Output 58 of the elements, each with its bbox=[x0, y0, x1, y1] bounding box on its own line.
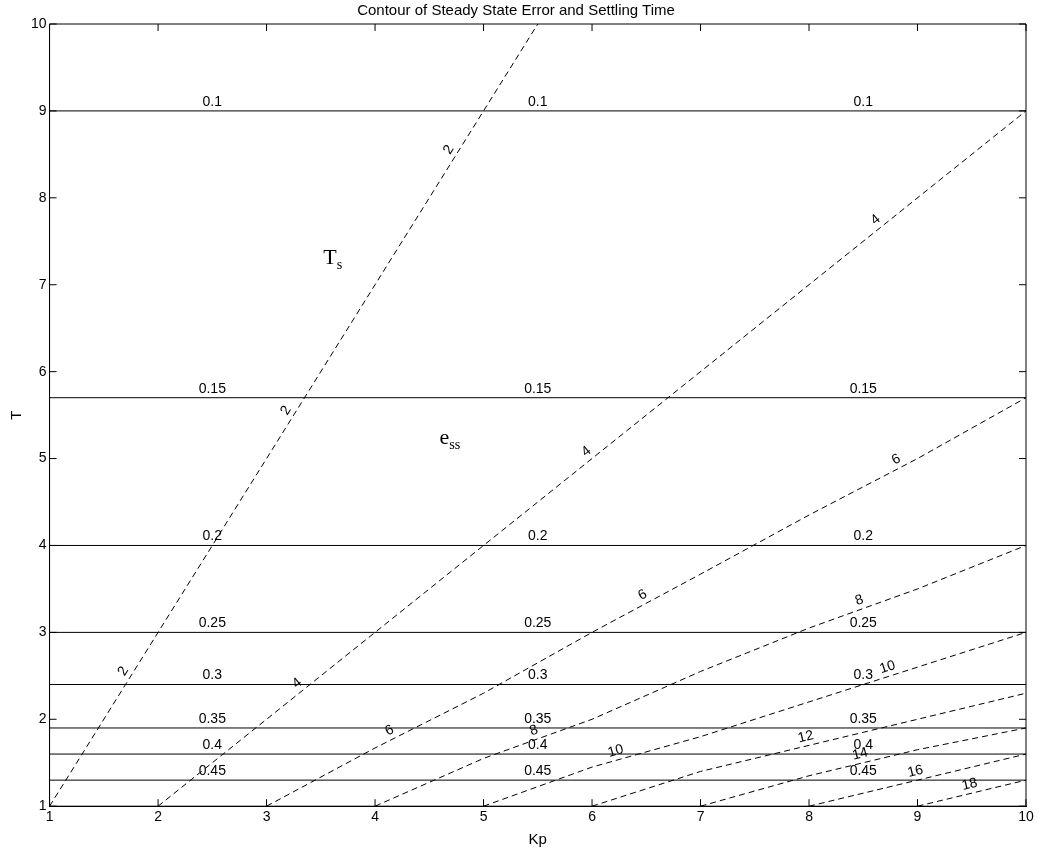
text: 0.2 bbox=[853, 527, 873, 544]
y-tick-label: 7 bbox=[38, 275, 47, 292]
y-tick-label: 1 bbox=[38, 797, 47, 814]
text: 0.45 bbox=[849, 761, 877, 778]
text: 0.25 bbox=[524, 614, 552, 631]
text: 0.15 bbox=[524, 379, 552, 396]
series-label: 0.3 bbox=[202, 666, 223, 683]
text: 8 bbox=[852, 590, 866, 609]
text: 0.2 bbox=[528, 527, 548, 544]
text: 0.3 bbox=[853, 666, 873, 683]
x-tick-label: 5 bbox=[479, 808, 488, 825]
y-tick-label: 9 bbox=[38, 101, 47, 118]
series-label: 0.15 bbox=[198, 379, 227, 396]
x-tick-label: 4 bbox=[371, 808, 380, 825]
x-tick-label: 6 bbox=[588, 808, 597, 825]
x-tick-label: 7 bbox=[696, 808, 705, 825]
text: 0.25 bbox=[849, 614, 877, 631]
series-label: 0.25 bbox=[198, 614, 227, 631]
x-axis-title: Kp bbox=[528, 830, 547, 848]
series-label: 0.45 bbox=[198, 761, 227, 778]
chart-title: Contour of Steady State Error and Settling Time bbox=[357, 1, 675, 19]
series-label: 0.2 bbox=[202, 527, 223, 544]
y-tick-label: 5 bbox=[38, 449, 47, 466]
text: 0.15 bbox=[849, 379, 877, 396]
x-tick-label: 10 bbox=[1018, 808, 1034, 825]
text: 6 bbox=[634, 585, 650, 603]
x-tick-label: 3 bbox=[262, 808, 271, 825]
y-axis-title: T bbox=[7, 410, 25, 420]
x-tick-label: 2 bbox=[154, 808, 163, 825]
text: 4 bbox=[866, 210, 884, 228]
y-tick-label: 3 bbox=[38, 623, 47, 640]
series-label: 0.35 bbox=[198, 709, 227, 726]
y-tick-label: 4 bbox=[38, 536, 47, 553]
text: 6 bbox=[381, 720, 397, 739]
series-label: 0.1 bbox=[202, 92, 223, 109]
y-tick-label: 2 bbox=[38, 710, 47, 727]
text: 0.1 bbox=[853, 92, 873, 109]
text: 10 bbox=[605, 740, 626, 760]
x-tick-label: 8 bbox=[805, 808, 814, 825]
text: 16 bbox=[905, 760, 925, 780]
text: 0.1 bbox=[528, 92, 548, 109]
text: 2 bbox=[438, 141, 457, 157]
text: 18 bbox=[959, 773, 980, 793]
y-tick-label: 10 bbox=[30, 14, 47, 31]
text: 12 bbox=[796, 726, 816, 746]
series-label: 0.4 bbox=[202, 735, 223, 752]
text: 0.4 bbox=[528, 735, 548, 752]
x-tick-label: 9 bbox=[913, 808, 922, 825]
text: 0.3 bbox=[528, 666, 548, 683]
text: 4 bbox=[577, 441, 594, 460]
y-tick-label: 8 bbox=[38, 188, 47, 205]
text: 0.45 bbox=[524, 761, 552, 778]
text: 2 bbox=[113, 662, 132, 678]
text: 6 bbox=[888, 449, 903, 468]
text: 10 bbox=[877, 656, 898, 677]
text: 2 bbox=[276, 402, 294, 418]
text: 0.35 bbox=[849, 709, 877, 726]
y-tick-label: 6 bbox=[38, 362, 47, 379]
